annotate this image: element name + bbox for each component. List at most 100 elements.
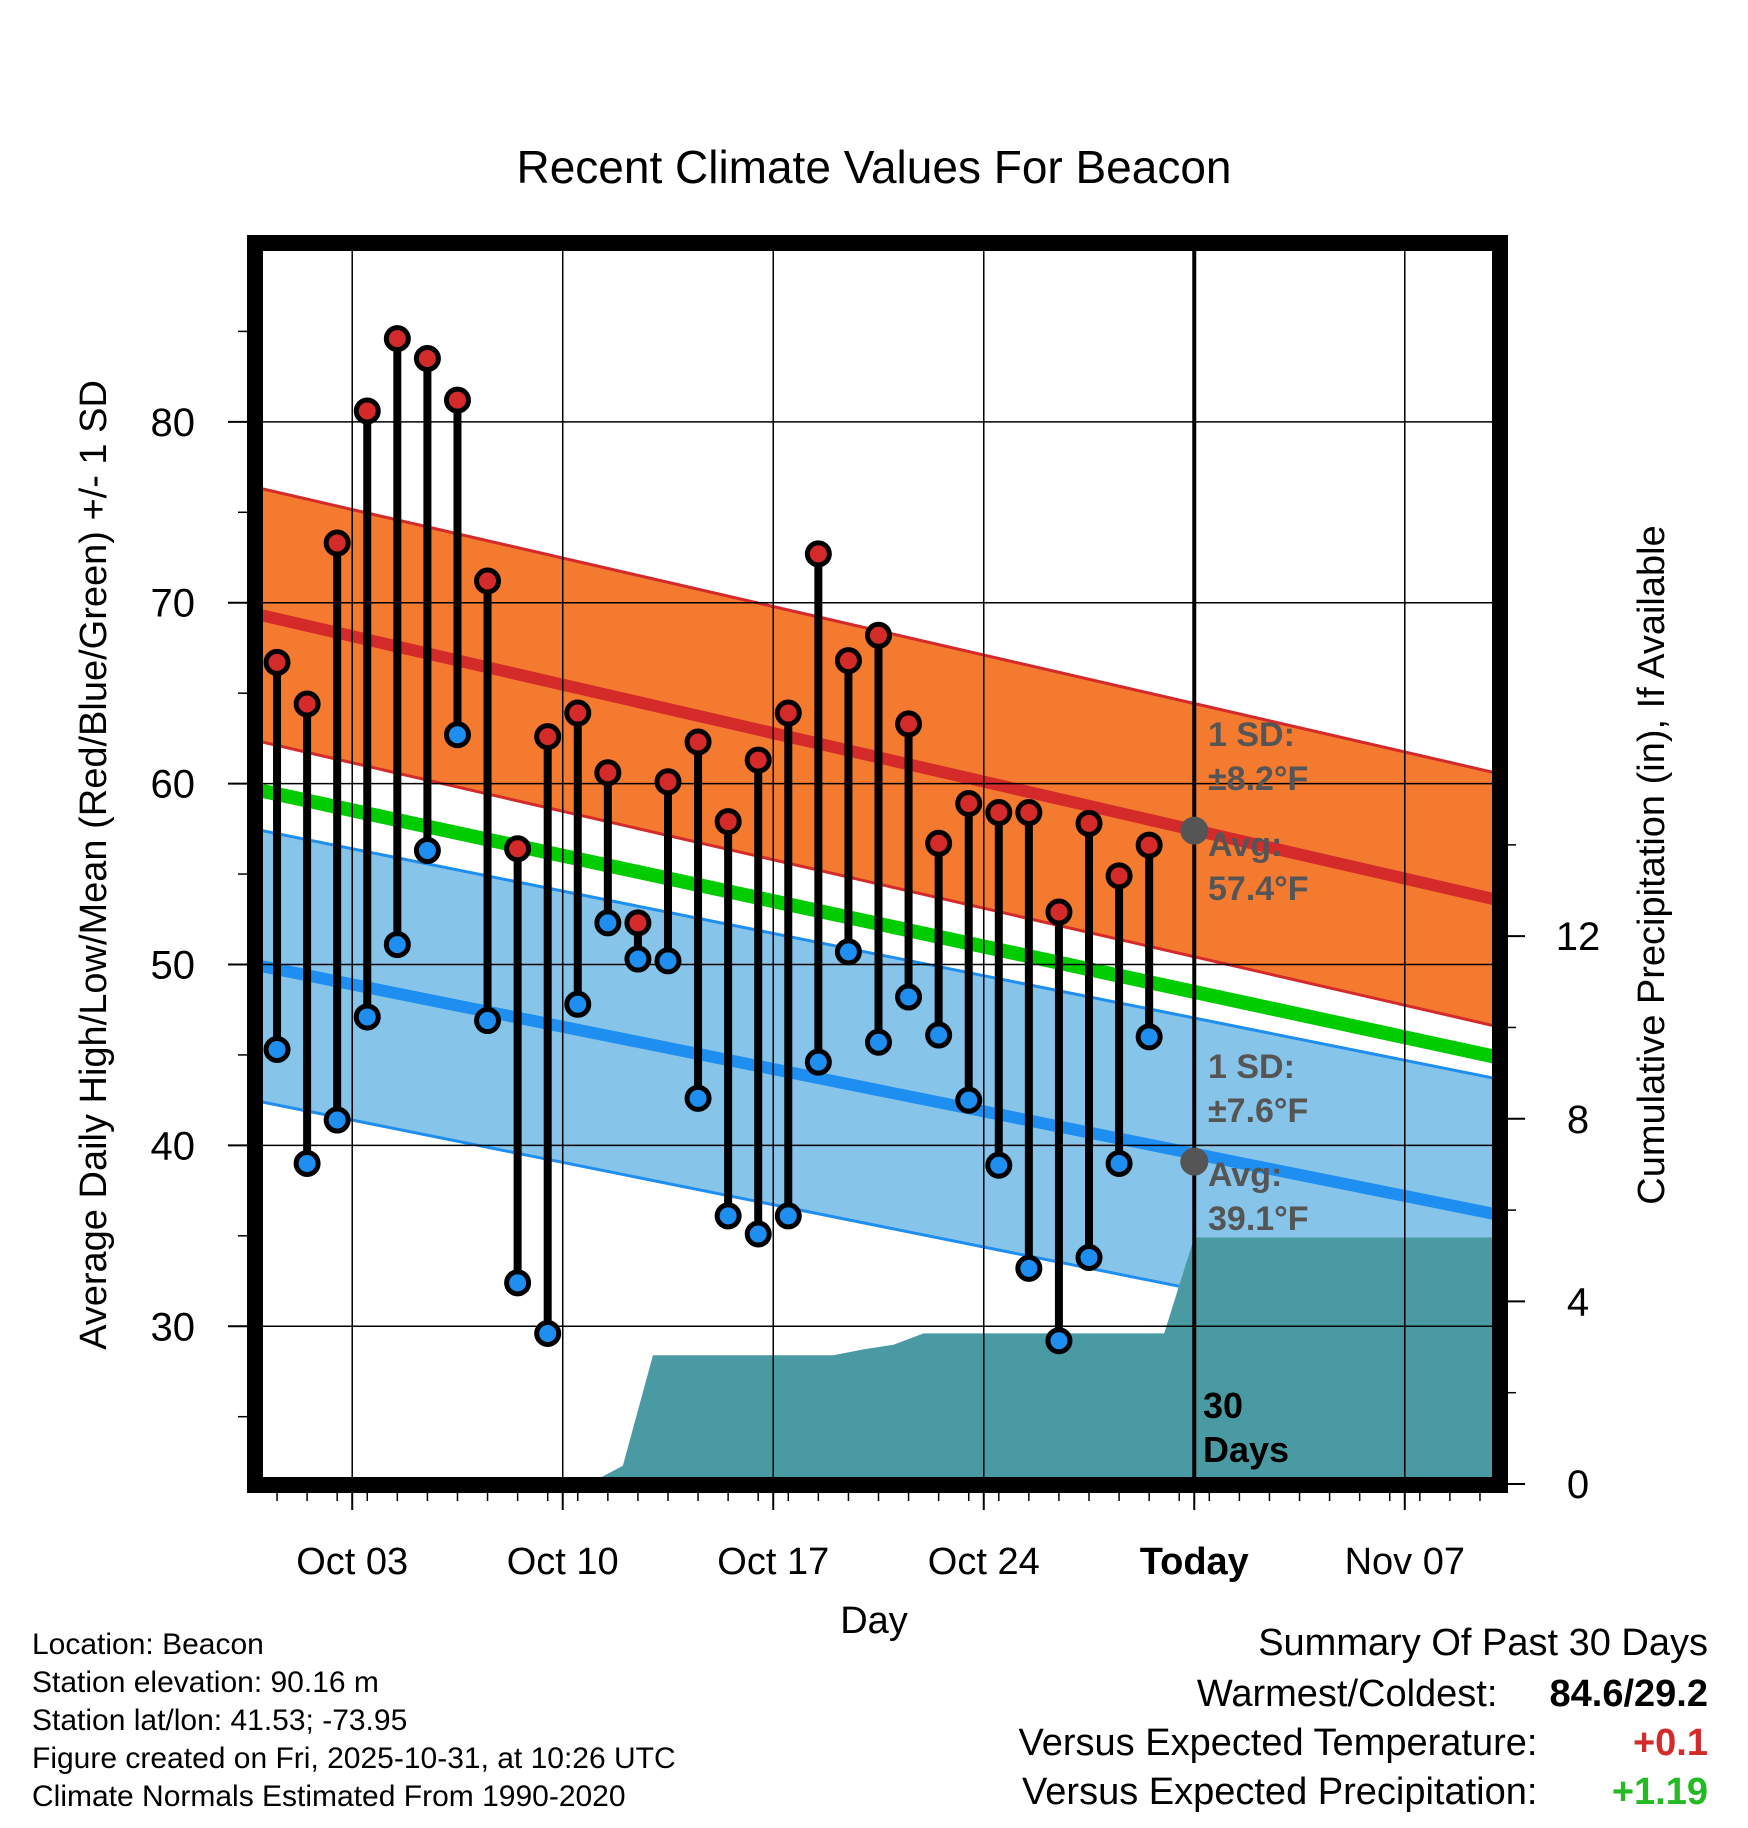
daily-low-point bbox=[865, 1028, 892, 1056]
daily-high-point bbox=[1135, 831, 1163, 859]
daily-low-point bbox=[443, 721, 471, 749]
daily-low-point bbox=[293, 1149, 321, 1177]
warmest-coldest-value: 84.6/29.2 bbox=[1549, 1673, 1708, 1715]
warmest-coldest-label: Warmest/Coldest: bbox=[1196, 1673, 1498, 1715]
daily-high-point bbox=[624, 909, 652, 937]
summary-warmest-coldest: Warmest/Coldest: 84.6/29.2 bbox=[1019, 1673, 1708, 1716]
y2-axis-label: Cumulative Precipitation (in), If Availa… bbox=[1631, 525, 1673, 1204]
daily-high-point bbox=[774, 699, 802, 727]
high-sd-label: 1 SD: bbox=[1208, 716, 1295, 754]
y2-tick-label: 4 bbox=[1567, 1280, 1589, 1324]
today-low-normal-marker bbox=[1180, 1147, 1209, 1176]
footer-info: Location: Beacon Station elevation: 90.1… bbox=[32, 1626, 676, 1816]
y2-tick-label: 8 bbox=[1567, 1098, 1589, 1142]
info-elevation: Station elevation: 90.16 m bbox=[32, 1666, 379, 1699]
info-latlon: Station lat/lon: 41.53; -73.95 bbox=[32, 1704, 408, 1737]
daily-low-point bbox=[955, 1086, 983, 1114]
daily-high-point bbox=[714, 808, 742, 836]
daily-high-point bbox=[1015, 799, 1043, 827]
low-avg-value: 39.1°F bbox=[1208, 1200, 1309, 1238]
daily-high-point bbox=[594, 759, 622, 787]
daily-low-point bbox=[624, 945, 652, 973]
info-normals: Climate Normals Estimated From 1990-2020 bbox=[32, 1780, 626, 1813]
today-high-normal-marker bbox=[1180, 816, 1209, 845]
y-tick-label: 40 bbox=[151, 1124, 196, 1168]
daily-high-point bbox=[263, 648, 291, 676]
daily-low-point bbox=[1135, 1023, 1163, 1051]
y-tick-label: 80 bbox=[151, 401, 196, 445]
daily-low-point bbox=[594, 909, 622, 937]
daily-low-point bbox=[774, 1202, 802, 1230]
daily-high-point bbox=[804, 540, 832, 568]
daily-high-point bbox=[413, 345, 441, 373]
daily-low-point bbox=[1105, 1149, 1133, 1177]
summary-panel: Summary Of Past 30 Days Warmest/Coldest:… bbox=[1019, 1622, 1708, 1814]
daily-low-point bbox=[834, 938, 862, 966]
temp-vs-expected-label: Versus Expected Temperature: bbox=[1018, 1722, 1538, 1764]
precip-area bbox=[596, 1237, 1495, 1480]
high-avg-label: Avg: bbox=[1208, 826, 1282, 864]
high-avg-value: 57.4°F bbox=[1208, 870, 1309, 908]
x-tick-label: Oct 10 bbox=[507, 1541, 619, 1583]
daily-low-point bbox=[744, 1220, 772, 1248]
daily-low-point bbox=[564, 990, 592, 1018]
high-sd-value: ±8.2°F bbox=[1208, 760, 1308, 798]
x-axis-label: Day bbox=[840, 1600, 908, 1642]
daily-low-point bbox=[323, 1106, 351, 1134]
daily-low-point bbox=[714, 1202, 742, 1230]
daily-high-point bbox=[1075, 809, 1103, 837]
daily-low-point bbox=[654, 947, 682, 975]
x-tick-label: Oct 24 bbox=[928, 1541, 1040, 1583]
low-sd-label: 1 SD: bbox=[1208, 1048, 1295, 1086]
daily-high-point bbox=[1105, 862, 1133, 890]
daily-low-point bbox=[1045, 1327, 1073, 1355]
daily-low-point bbox=[684, 1084, 712, 1112]
y2-tick-label: 12 bbox=[1556, 915, 1601, 959]
precip-vs-expected-value: +1.19 bbox=[1611, 1771, 1708, 1813]
daily-high-point bbox=[564, 699, 592, 727]
daily-low-point bbox=[1015, 1254, 1043, 1282]
y-tick-label: 60 bbox=[151, 763, 196, 807]
y2-tick-label: 0 bbox=[1567, 1463, 1589, 1507]
daily-low-point bbox=[534, 1319, 562, 1347]
summary-precip: Versus Expected Precipitation: +1.19 bbox=[1019, 1771, 1708, 1814]
x-tick-label: Oct 03 bbox=[296, 1541, 408, 1583]
daily-high-point bbox=[383, 325, 411, 353]
summary-title: Summary Of Past 30 Days bbox=[1258, 1622, 1708, 1664]
daily-high-point bbox=[955, 790, 983, 817]
daily-high-point bbox=[353, 397, 381, 425]
daily-high-point bbox=[654, 768, 682, 796]
low-avg-label: Avg: bbox=[1208, 1156, 1282, 1194]
daily-low-point bbox=[804, 1048, 832, 1076]
summary-temp: Versus Expected Temperature: +0.1 bbox=[1019, 1722, 1708, 1765]
daily-high-point bbox=[985, 799, 1013, 827]
daily-low-point bbox=[263, 1036, 291, 1063]
daily-high-point bbox=[744, 746, 772, 774]
daily-high-point bbox=[895, 710, 923, 738]
y-tick-label: 30 bbox=[151, 1305, 196, 1349]
daily-high-point bbox=[865, 621, 892, 649]
temp-vs-expected-value: +0.1 bbox=[1632, 1722, 1708, 1764]
daily-high-point bbox=[1045, 898, 1073, 926]
daily-low-point bbox=[383, 931, 411, 959]
info-location: Location: Beacon bbox=[32, 1628, 264, 1661]
daily-low-point bbox=[474, 1007, 502, 1035]
daily-low-point bbox=[985, 1151, 1013, 1179]
days-count-value: 30 bbox=[1203, 1385, 1243, 1426]
x-tick-label: Nov 07 bbox=[1345, 1541, 1465, 1583]
y-tick-label: 70 bbox=[151, 582, 196, 626]
daily-low-point bbox=[1075, 1244, 1103, 1272]
daily-low-point bbox=[895, 983, 923, 1011]
daily-high-point bbox=[534, 723, 562, 751]
y-tick-label: 50 bbox=[151, 943, 196, 987]
x-tick-label: Oct 17 bbox=[717, 1541, 829, 1583]
y-axis-label: Average Daily High/Low/Mean (Red/Blue/Gr… bbox=[73, 380, 115, 1350]
days-count-label: Days bbox=[1203, 1429, 1289, 1470]
daily-high-point bbox=[504, 835, 532, 863]
daily-low-point bbox=[925, 1021, 953, 1049]
daily-high-point bbox=[684, 728, 712, 756]
precip-vs-expected-label: Versus Expected Precipitation: bbox=[1022, 1771, 1538, 1813]
plot-frame bbox=[247, 235, 1508, 1493]
daily-high-point bbox=[443, 386, 471, 414]
